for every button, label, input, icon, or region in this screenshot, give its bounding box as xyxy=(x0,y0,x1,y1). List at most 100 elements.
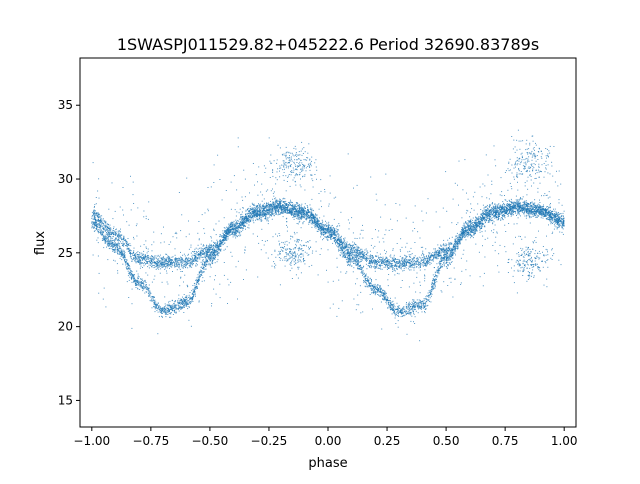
data-point xyxy=(436,279,437,281)
data-point xyxy=(548,215,550,217)
data-point xyxy=(167,264,169,266)
data-point xyxy=(441,249,443,251)
data-point xyxy=(375,261,377,263)
data-point xyxy=(419,262,421,264)
data-point xyxy=(563,223,565,225)
data-point xyxy=(181,264,183,266)
data-point xyxy=(425,264,427,266)
data-point xyxy=(190,258,192,259)
data-point xyxy=(539,204,540,206)
data-point xyxy=(481,224,483,226)
data-point xyxy=(403,258,405,260)
data-point xyxy=(231,228,233,230)
data-point xyxy=(200,254,202,256)
data-point xyxy=(556,213,558,215)
data-point xyxy=(189,259,191,261)
data-point xyxy=(391,263,393,265)
data-point xyxy=(258,217,260,219)
data-point xyxy=(231,233,233,235)
data-point xyxy=(165,253,167,255)
data-point xyxy=(123,236,125,238)
data-point xyxy=(191,262,193,264)
data-point xyxy=(96,229,98,231)
data-point xyxy=(272,201,274,203)
data-point xyxy=(333,227,335,229)
data-point xyxy=(237,235,239,237)
data-point xyxy=(362,253,364,255)
data-point xyxy=(369,250,371,252)
data-point xyxy=(129,250,131,252)
data-point xyxy=(351,250,353,252)
data-point xyxy=(246,220,248,221)
data-point xyxy=(374,268,376,270)
data-point xyxy=(434,249,436,251)
data-point xyxy=(404,266,406,268)
data-point xyxy=(224,238,226,240)
data-point xyxy=(491,220,493,222)
data-point xyxy=(381,260,383,262)
data-point xyxy=(315,214,317,216)
data-point xyxy=(330,230,332,232)
data-point xyxy=(489,218,491,220)
data-point xyxy=(337,229,339,231)
data-point xyxy=(426,261,428,263)
data-point xyxy=(280,213,282,214)
data-point xyxy=(299,205,301,207)
data-point xyxy=(185,264,187,266)
data-point xyxy=(391,260,393,262)
data-point xyxy=(363,256,365,258)
data-point xyxy=(122,238,124,240)
data-point xyxy=(281,205,283,207)
data-point xyxy=(471,231,473,233)
data-point xyxy=(550,212,552,214)
data-point xyxy=(498,214,500,216)
data-point xyxy=(162,256,164,258)
data-point xyxy=(406,262,408,264)
data-point xyxy=(244,225,245,227)
data-point xyxy=(125,239,127,241)
data-point xyxy=(432,274,434,276)
data-point xyxy=(416,261,418,263)
data-point xyxy=(511,211,513,213)
data-point xyxy=(144,263,146,265)
data-point xyxy=(535,215,536,217)
data-point xyxy=(337,236,339,238)
data-point xyxy=(486,220,488,222)
data-point xyxy=(236,230,238,232)
data-point xyxy=(94,216,96,218)
data-point xyxy=(551,221,553,223)
data-point xyxy=(320,223,322,224)
data-point xyxy=(448,243,450,245)
data-point xyxy=(275,211,276,213)
data-point xyxy=(554,210,556,212)
data-point xyxy=(524,215,526,217)
data-point xyxy=(547,213,549,215)
data-point xyxy=(169,300,171,302)
data-point xyxy=(412,260,414,262)
data-point xyxy=(502,218,503,220)
data-point xyxy=(120,238,122,239)
data-point xyxy=(155,257,157,259)
data-point xyxy=(459,238,461,240)
data-point xyxy=(443,245,445,247)
data-point xyxy=(136,261,138,263)
data-point xyxy=(375,262,377,264)
data-point xyxy=(243,225,245,227)
data-point xyxy=(364,255,366,256)
data-point xyxy=(128,248,130,250)
data-point xyxy=(418,264,420,265)
data-point xyxy=(210,249,212,250)
data-point xyxy=(462,236,464,238)
data-point xyxy=(326,222,328,224)
data-point xyxy=(383,263,385,265)
data-point xyxy=(414,262,416,264)
data-point xyxy=(346,246,348,248)
data-point xyxy=(342,240,344,242)
data-point xyxy=(422,253,424,255)
data-point xyxy=(118,238,120,240)
data-point xyxy=(349,247,351,249)
data-point xyxy=(157,255,159,257)
data-point xyxy=(494,209,496,211)
data-point xyxy=(139,267,141,269)
data-point xyxy=(109,233,111,235)
